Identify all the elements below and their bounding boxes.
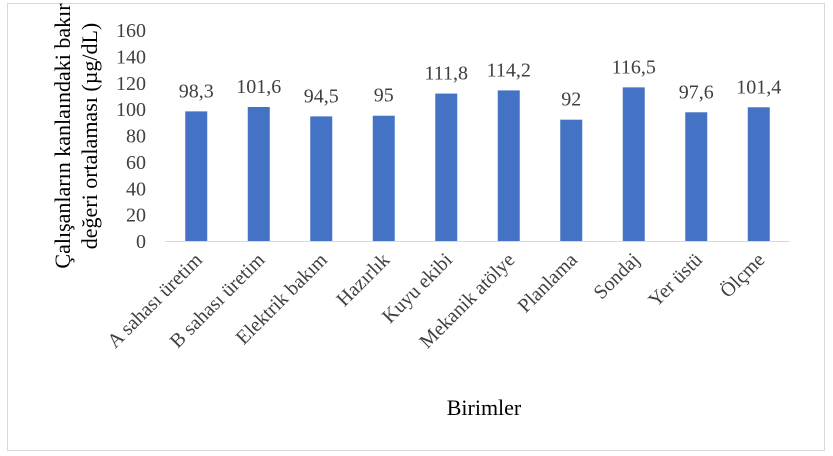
data-label: 98,3 [179, 80, 214, 102]
x-tick-label: Ölçme [715, 248, 769, 302]
data-label: 94,5 [304, 85, 339, 107]
bar [685, 112, 708, 241]
bar [497, 90, 520, 242]
bar [372, 115, 395, 241]
bars [185, 87, 770, 242]
bar [622, 87, 645, 241]
y-axis-ticks: 0 20 40 60 80 100 120 140 160 [116, 20, 146, 253]
y-tick-label: 60 [126, 152, 146, 174]
y-tick-label: 40 [126, 178, 146, 200]
x-tick-label: Hazırlık [332, 249, 394, 311]
data-label: 101,6 [236, 76, 281, 98]
y-axis-title-line2: değeri ortalaması (µg/dL) [77, 23, 102, 249]
y-tick-label: 20 [126, 205, 146, 227]
bar [747, 107, 770, 241]
data-label: 114,2 [487, 59, 531, 81]
y-tick-label: 160 [116, 20, 146, 42]
x-tick-label: Sondaj [589, 249, 644, 304]
data-label: 111,8 [424, 63, 468, 85]
y-axis-title-line1: Çalışanların kanlaındaki bakır [50, 3, 75, 269]
data-label: 95 [374, 85, 394, 107]
bar [560, 119, 583, 241]
data-label: 101,4 [736, 76, 781, 98]
bar [185, 111, 208, 241]
data-label: 97,6 [679, 81, 714, 103]
bar [310, 116, 333, 241]
y-tick-label: 120 [116, 73, 146, 95]
y-tick-label: 80 [126, 126, 146, 148]
x-tick-label: Yer üstü [644, 249, 706, 311]
data-labels: 98,3 101,6 94,5 95 111,8 114,2 92 116,5 97,6 101,… [179, 56, 782, 110]
y-tick-label: 100 [116, 99, 146, 121]
bar [435, 93, 458, 241]
bar [247, 107, 270, 241]
data-label: 116,5 [612, 56, 656, 78]
y-tick-label: 140 [116, 46, 146, 68]
data-label: 92 [561, 89, 581, 111]
x-axis-title: Birimler [447, 395, 522, 420]
x-tick-label: Planlama [514, 249, 582, 317]
y-tick-label: 0 [136, 231, 146, 253]
